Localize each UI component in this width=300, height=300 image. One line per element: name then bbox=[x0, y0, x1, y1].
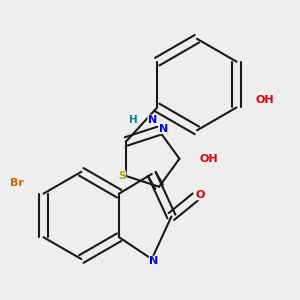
Text: N: N bbox=[159, 124, 168, 134]
Text: O: O bbox=[195, 190, 205, 200]
Text: N: N bbox=[149, 256, 159, 266]
Text: Br: Br bbox=[11, 178, 24, 188]
Text: H: H bbox=[129, 115, 137, 125]
Text: OH: OH bbox=[200, 154, 218, 164]
Text: OH: OH bbox=[256, 95, 274, 105]
Text: S: S bbox=[118, 171, 126, 181]
Text: N: N bbox=[148, 115, 157, 125]
